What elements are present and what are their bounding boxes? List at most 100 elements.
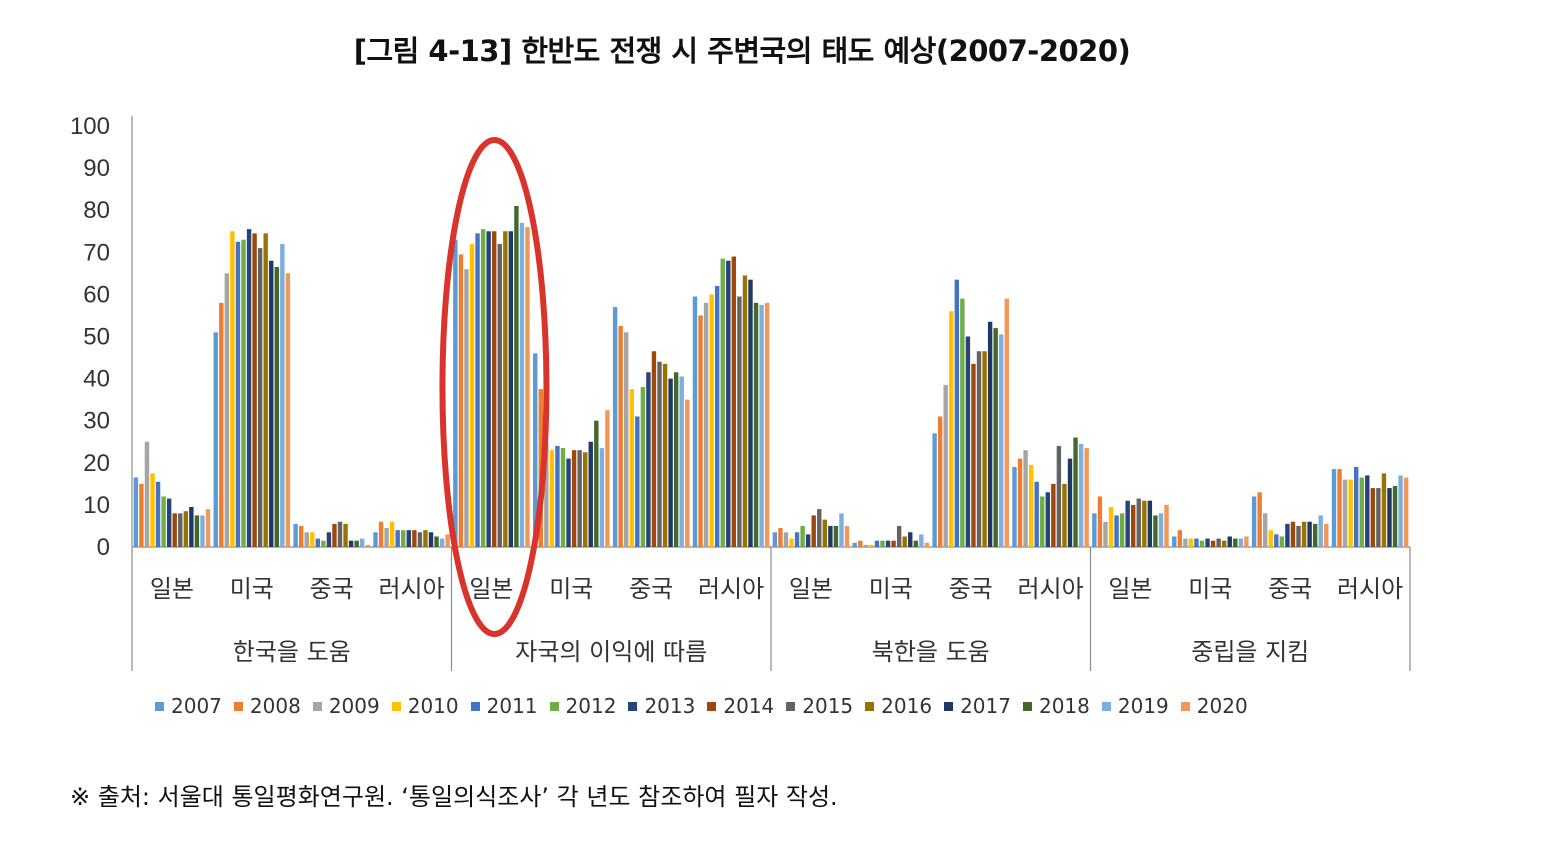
bar-2015 xyxy=(178,513,183,547)
group-label: 자국의 이익에 따름 xyxy=(515,638,707,666)
bar-2015 xyxy=(1216,538,1221,547)
bar-2007 xyxy=(1251,496,1257,547)
y-tick-label: 90 xyxy=(83,155,110,182)
bar-2016 xyxy=(582,452,588,547)
bar-2013 xyxy=(406,530,411,547)
bar-2013 xyxy=(326,532,332,547)
bar-2014 xyxy=(172,513,177,547)
bar-2014 xyxy=(651,351,657,547)
bar-2013 xyxy=(1285,523,1290,547)
legend-swatch xyxy=(470,701,480,711)
bar-2011 xyxy=(874,540,880,547)
bar-2007 xyxy=(772,532,778,547)
bar-2018 xyxy=(1392,485,1398,547)
bar-2007 xyxy=(612,307,618,547)
bar-2016 xyxy=(183,511,189,547)
bar-2012 xyxy=(241,239,246,548)
bar-2016 xyxy=(822,519,828,547)
legend-label: 2018 xyxy=(1038,694,1090,718)
bar-2017 xyxy=(748,279,753,547)
bar-2013 xyxy=(1125,500,1130,547)
bar-2017 xyxy=(428,532,434,547)
bar-2008 xyxy=(458,254,464,547)
bar-2007 xyxy=(852,542,857,547)
bar-2010 xyxy=(1268,530,1273,547)
bar-2012 xyxy=(401,530,406,547)
category-label: 일본 xyxy=(789,575,833,603)
bar-2010 xyxy=(230,231,235,547)
bar-2011 xyxy=(555,445,560,547)
bar-2017 xyxy=(269,260,274,547)
bar-2013 xyxy=(646,372,651,547)
bar-2011 xyxy=(475,233,480,548)
y-tick-label: 40 xyxy=(83,366,110,393)
bar-2014 xyxy=(1370,488,1376,547)
bar-2020 xyxy=(205,509,211,547)
bar-2016 xyxy=(1142,500,1147,547)
bar-2015 xyxy=(896,525,902,547)
bar-2008 xyxy=(698,315,703,547)
bar-2012 xyxy=(161,496,166,547)
bar-2013 xyxy=(1045,492,1050,547)
bar-2012 xyxy=(800,525,805,547)
bar-2011 xyxy=(155,481,161,547)
bar-2015 xyxy=(257,248,263,547)
bar-2015 xyxy=(497,243,502,547)
bar-2020 xyxy=(1324,523,1329,547)
legend-item: 2009 xyxy=(312,694,380,718)
bar-2020 xyxy=(1004,298,1009,547)
bar-2018 xyxy=(913,540,918,547)
bar-2014 xyxy=(1210,540,1216,547)
category-label: 중국 xyxy=(949,575,993,603)
bar-2011 xyxy=(395,530,400,547)
bar-2020 xyxy=(924,542,930,547)
bar-2020 xyxy=(685,399,690,547)
bar-2010 xyxy=(1348,479,1353,547)
bar-2009 xyxy=(304,532,309,547)
bar-2014 xyxy=(1290,521,1296,547)
bar-2012 xyxy=(1359,477,1364,547)
bar-2019 xyxy=(1158,513,1164,547)
bar-2016 xyxy=(982,351,987,547)
legend-swatch xyxy=(312,701,322,711)
legend-label: 2019 xyxy=(1117,694,1169,718)
bar-2018 xyxy=(993,328,998,547)
bar-2018 xyxy=(1233,538,1238,547)
bar-2018 xyxy=(514,205,519,548)
bar-2007 xyxy=(213,332,218,547)
legend-swatch xyxy=(628,701,638,711)
group-label: 북한을 도움 xyxy=(872,638,990,666)
bar-2012 xyxy=(1040,496,1045,547)
bar-2007 xyxy=(932,433,937,547)
legend-item: 2010 xyxy=(391,694,459,718)
bar-2015 xyxy=(1296,525,1301,547)
annotation-layer xyxy=(439,137,550,637)
bar-2016 xyxy=(263,233,268,548)
bar-2008 xyxy=(1017,458,1023,547)
bar-2020 xyxy=(445,534,450,547)
bar-2019 xyxy=(360,538,365,547)
category-label: 러시아 xyxy=(1017,575,1083,603)
bar-2018 xyxy=(594,420,599,547)
legend-swatch xyxy=(786,701,796,711)
bar-2018 xyxy=(753,302,759,547)
bar-2020 xyxy=(285,273,291,547)
bar-2013 xyxy=(1365,475,1370,547)
chart-legend: 2007 2008 2009 2010 2011 2012 2013 2014 2015 2016… xyxy=(155,694,1260,718)
bar-2016 xyxy=(1381,473,1387,547)
bar-2013 xyxy=(246,229,252,547)
bar-2012 xyxy=(720,258,725,547)
legend-item: 2011 xyxy=(470,694,538,718)
bar-2009 xyxy=(1183,538,1188,547)
bar-2007 xyxy=(1092,513,1097,547)
bar-2013 xyxy=(566,458,571,547)
bar-2009 xyxy=(544,443,549,547)
bar-2009 xyxy=(1342,479,1348,547)
legend-label: 2013 xyxy=(644,694,696,718)
y-tick-label: 60 xyxy=(83,281,110,308)
bar-2020 xyxy=(365,544,370,547)
category-label: 일본 xyxy=(150,575,194,603)
y-tick-label: 80 xyxy=(83,197,110,224)
legend-swatch xyxy=(155,701,164,711)
bar-2017 xyxy=(1307,521,1312,547)
